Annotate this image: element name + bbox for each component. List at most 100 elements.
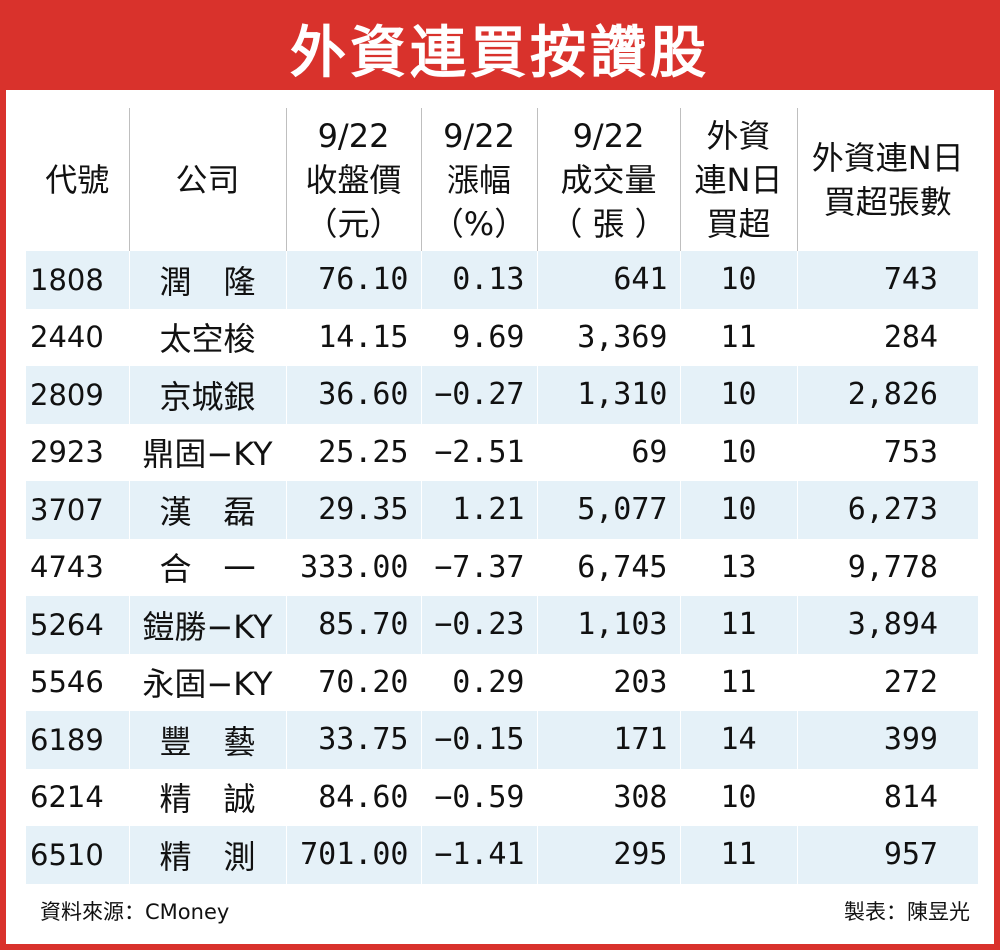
cell-net-buy-lots: 814 [796,768,978,826]
cell-close-price: 84.60 [285,768,421,826]
cell-company: 鎧勝−KY [128,596,286,654]
cell-net-buy-lots: 399 [796,711,978,769]
cell-volume: 1,310 [536,366,680,424]
cell-change: −0.23 [420,596,537,654]
cell-consecutive-days: 11 [679,308,797,366]
cell-company: 精 測 [128,826,286,884]
table-body: 1808 潤 隆 76.10 0.13 641 10 743 2440 太空梭 14.15 9.69… [26,251,978,884]
cell-change: −1.41 [420,826,537,884]
header-consecutive-days: 外資 連N日 買超 [679,108,797,251]
cell-volume: 5,077 [536,481,680,539]
table-row: 4743 合 一 333.00 −7.37 6,745 13 9,778 [26,538,978,596]
cell-company: 豐 藝 [128,711,286,769]
cell-change: 0.13 [420,251,537,309]
cell-close-price: 25.25 [285,423,421,481]
cell-company: 潤 隆 [128,251,286,309]
cell-net-buy-lots: 3,894 [796,596,978,654]
title-bar: 外資連買按讚股 [6,6,994,90]
header-row: 代號 公司 9/22 收盤價 （元） 9/22 漲幅 （%） 9/22 成交量（ 張 ） … [26,108,978,251]
cell-consecutive-days: 11 [679,653,797,711]
cell-consecutive-days: 11 [679,826,797,884]
source-note: 資料來源：CMoney [40,900,230,924]
cell-close-price: 33.75 [285,711,421,769]
maker-credit: 製表：陳昱光 [844,900,970,924]
table-row: 6214 精 誠 84.60 −0.59 308 10 814 [26,768,978,826]
header-code: 代號 [26,108,129,251]
cell-close-price: 76.10 [285,251,421,309]
cell-code: 2923 [26,423,129,481]
cell-close-price: 333.00 [285,538,421,596]
table-row: 3707 漢 磊 29.35 1.21 5,077 10 6,273 [26,481,978,539]
cell-consecutive-days: 13 [679,538,797,596]
cell-change: −2.51 [420,423,537,481]
cell-change: 0.29 [420,653,537,711]
cell-net-buy-lots: 284 [796,308,978,366]
cell-company: 鼎固−KY [128,423,286,481]
header-company: 公司 [128,108,286,251]
cell-change: 1.21 [420,481,537,539]
table-row: 1808 潤 隆 76.10 0.13 641 10 743 [26,251,978,309]
cell-volume: 641 [536,251,680,309]
cell-net-buy-lots: 753 [796,423,978,481]
cell-company: 合 一 [128,538,286,596]
cell-volume: 308 [536,768,680,826]
table-row: 2923 鼎固−KY 25.25 −2.51 69 10 753 [26,423,978,481]
header-close-price: 9/22 收盤價 （元） [285,108,421,251]
cell-code: 6214 [26,768,129,826]
header-net-buy-lots: 外資連N日 買超張數 [796,108,978,251]
cell-consecutive-days: 10 [679,423,797,481]
cell-net-buy-lots: 6,273 [796,481,978,539]
cell-volume: 171 [536,711,680,769]
cell-code: 6189 [26,711,129,769]
cell-code: 3707 [26,481,129,539]
cell-company: 漢 磊 [128,481,286,539]
table-row: 2440 太空梭 14.15 9.69 3,369 11 284 [26,308,978,366]
cell-code: 5546 [26,653,129,711]
cell-code: 1808 [26,251,129,309]
cell-change: −0.59 [420,768,537,826]
cell-volume: 203 [536,653,680,711]
cell-net-buy-lots: 743 [796,251,978,309]
cell-volume: 6,745 [536,538,680,596]
cell-close-price: 14.15 [285,308,421,366]
cell-code: 4743 [26,538,129,596]
cell-company: 京城銀 [128,366,286,424]
cell-close-price: 70.20 [285,653,421,711]
cell-close-price: 36.60 [285,366,421,424]
cell-net-buy-lots: 957 [796,826,978,884]
cell-close-price: 85.70 [285,596,421,654]
cell-company: 精 誠 [128,768,286,826]
cell-net-buy-lots: 9,778 [796,538,978,596]
cell-change: −0.15 [420,711,537,769]
cell-change: 9.69 [420,308,537,366]
cell-net-buy-lots: 2,826 [796,366,978,424]
cell-close-price: 29.35 [285,481,421,539]
cell-consecutive-days: 10 [679,768,797,826]
table-row: 6510 精 測 701.00 −1.41 295 11 957 [26,826,978,884]
cell-change: −0.27 [420,366,537,424]
cell-volume: 295 [536,826,680,884]
table-container: 代號 公司 9/22 收盤價 （元） 9/22 漲幅 （%） 9/22 成交量（ 張 ） … [26,108,978,884]
cell-net-buy-lots: 272 [796,653,978,711]
cell-code: 2440 [26,308,129,366]
cell-volume: 69 [536,423,680,481]
cell-consecutive-days: 10 [679,366,797,424]
table-row: 2809 京城銀 36.60 −0.27 1,310 10 2,826 [26,366,978,424]
cell-consecutive-days: 10 [679,481,797,539]
header-change: 9/22 漲幅 （%） [420,108,537,251]
table-row: 6189 豐 藝 33.75 −0.15 171 14 399 [26,711,978,769]
footer: 資料來源：CMoney 製表：陳昱光 [40,896,970,926]
header-volume: 9/22 成交量（ 張 ） [536,108,680,251]
cell-change: −7.37 [420,538,537,596]
table-row: 5546 永固−KY 70.20 0.29 203 11 272 [26,653,978,711]
cell-code: 6510 [26,826,129,884]
cell-code: 2809 [26,366,129,424]
cell-consecutive-days: 11 [679,596,797,654]
cell-company: 永固−KY [128,653,286,711]
cell-consecutive-days: 14 [679,711,797,769]
cell-company: 太空梭 [128,308,286,366]
cell-volume: 1,103 [536,596,680,654]
cell-volume: 3,369 [536,308,680,366]
cell-code: 5264 [26,596,129,654]
